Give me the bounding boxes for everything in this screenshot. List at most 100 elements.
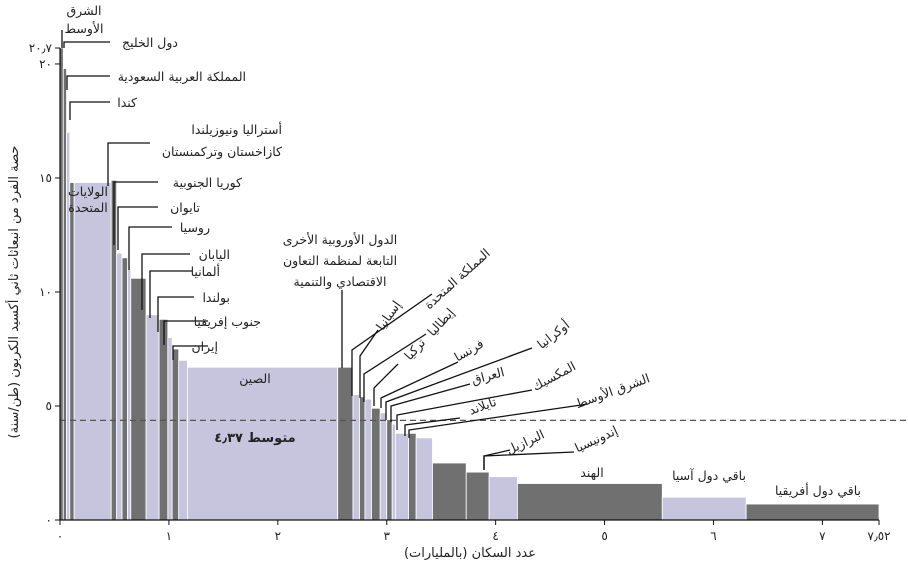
- x-tick-label: ٧: [819, 529, 826, 543]
- label-line: كندا: [117, 95, 137, 110]
- label-mexico: المكسيك: [530, 358, 578, 393]
- bar: [371, 407, 381, 521]
- label-line: الاقتصادي والتنمية: [294, 274, 387, 290]
- label-china: الصين: [239, 371, 270, 387]
- label-line: المتحدة: [68, 200, 107, 215]
- leader-line-indonesia: [483, 451, 575, 470]
- y-axis-title: حصة الفرد من انبعاثات ثاني أكسيد الكربون…: [5, 146, 22, 439]
- y-tick-label: ١٠: [39, 285, 52, 299]
- bar: [386, 419, 393, 521]
- bar: [178, 359, 188, 521]
- leader-line-russia: [128, 226, 172, 270]
- bar: [415, 437, 433, 521]
- label-middle-east-2: الشرق الأوسط: [573, 370, 652, 412]
- x-tick-label: ٠: [57, 529, 63, 543]
- bar: [145, 314, 160, 521]
- label-southafrica: جنوب إفريقيا: [194, 314, 261, 330]
- leader-line-canada: [69, 101, 110, 120]
- label-line: الأوسط: [65, 21, 104, 37]
- label-gulf: دول الخليج: [122, 35, 178, 51]
- label-line: باقي دول آسيا: [672, 468, 746, 484]
- leader-line-taiwan: [117, 206, 158, 250]
- label-line: كوريا الجنوبية: [173, 175, 242, 191]
- label-line: الشرق: [66, 3, 101, 19]
- label-iraq: العراق: [470, 364, 506, 388]
- label-line: الولايات: [68, 184, 108, 200]
- y-tick-label: ٢٠: [39, 57, 52, 71]
- leader-line-brazil: [483, 449, 511, 470]
- y-tick-label: ٠: [46, 513, 52, 527]
- label-line: دول الخليج: [122, 35, 178, 51]
- leader-line-poland: [157, 296, 194, 332]
- label-line: المملكة المتحدة: [421, 245, 493, 312]
- leader-line-iran: [172, 345, 208, 360]
- leader-line-middle-east-2: [408, 403, 589, 438]
- leader-line-thailand: [404, 417, 461, 436]
- axis-layer: ٠ ١ ٢ ٣ ٤ ٥ ٦ ٧ ٧٫٥٢ ٠ ٥ ١٠ ١٥ ٢٠ ٢٠٫٧: [29, 41, 891, 543]
- label-taiwan: تايوان: [170, 200, 200, 216]
- bar: [167, 337, 173, 521]
- bar: [62, 68, 67, 521]
- leader-line-ukraine: [385, 347, 533, 420]
- bar: [379, 412, 388, 521]
- bar: [171, 348, 180, 521]
- leader-line-iraq: [390, 383, 471, 422]
- label-middle-east-top: الشرق الأوسط: [65, 3, 104, 37]
- label-line: المملكة العربية السعودية: [118, 69, 246, 85]
- label-ukraine: أوكرانيا: [533, 316, 573, 352]
- bar: [130, 277, 147, 521]
- label-france: فرنسا: [451, 336, 486, 366]
- bars-layer: [59, 47, 880, 521]
- bar: [465, 471, 490, 521]
- label-japan: اليابان: [199, 247, 230, 262]
- label-line: إندونيسيا: [572, 422, 620, 456]
- label-poland: بولندا: [202, 290, 230, 306]
- y-tick-label: ٥: [46, 399, 52, 413]
- label-rest-africa: باقي دول أفريقيا: [775, 482, 861, 499]
- bar: [408, 432, 417, 521]
- label-india: الهند: [580, 465, 603, 481]
- label-line: إسبانيا: [373, 298, 404, 333]
- bar: [391, 423, 396, 521]
- bar: [488, 476, 518, 521]
- leader-line-southafrica: [163, 320, 208, 345]
- average-layer: متوسط ٤٫٣٧: [60, 419, 906, 446]
- label-indonesia: إندونيسيا: [572, 422, 620, 456]
- label-line: أوكرانيا: [533, 316, 573, 352]
- label-saudi: المملكة العربية السعودية: [118, 69, 246, 85]
- label-uk: المملكة المتحدة: [421, 245, 493, 312]
- label-iran: إيران: [191, 339, 218, 355]
- label-line: الدول الأوروبية الأخرى: [283, 232, 398, 248]
- x-tick-label: ٢: [275, 529, 281, 543]
- average-label: متوسط ٤٫٣٧: [214, 431, 295, 446]
- bar: [359, 396, 366, 521]
- x-tick-label: ٤: [492, 529, 498, 543]
- bar: [364, 398, 372, 521]
- label-russia: روسيا: [180, 220, 210, 236]
- label-line: روسيا: [180, 220, 210, 236]
- x-tick-label: ٧٫٥٢: [867, 529, 890, 543]
- bar: [69, 182, 75, 521]
- leader-line-spain: [359, 329, 379, 398]
- leader-line-korea: [113, 181, 158, 245]
- leader-layer: [61, 30, 589, 470]
- label-line: جنوب إفريقيا: [194, 314, 261, 330]
- label-line: تركيا: [401, 335, 429, 364]
- label-line: الهند: [580, 465, 603, 481]
- y-tick-label: ٢٠٫٧: [29, 41, 53, 55]
- leader-line-germany: [149, 270, 192, 318]
- label-line: كازاخستان وتركمنستان: [162, 144, 282, 160]
- bar: [337, 366, 354, 521]
- label-germany: ألمانيا: [191, 263, 220, 279]
- bar: [158, 318, 169, 521]
- bar: [395, 432, 409, 521]
- x-tick-label: ٣: [384, 529, 391, 543]
- label-oecd: الدول الأوروبية الأخرى التابعة لمنظمة الت…: [283, 232, 398, 290]
- label-line: ألمانيا: [191, 263, 220, 279]
- bar: [116, 252, 123, 521]
- bar: [661, 496, 747, 521]
- leader-line-australia: [107, 142, 150, 186]
- label-line: تايوان: [170, 200, 200, 216]
- bar: [127, 268, 132, 521]
